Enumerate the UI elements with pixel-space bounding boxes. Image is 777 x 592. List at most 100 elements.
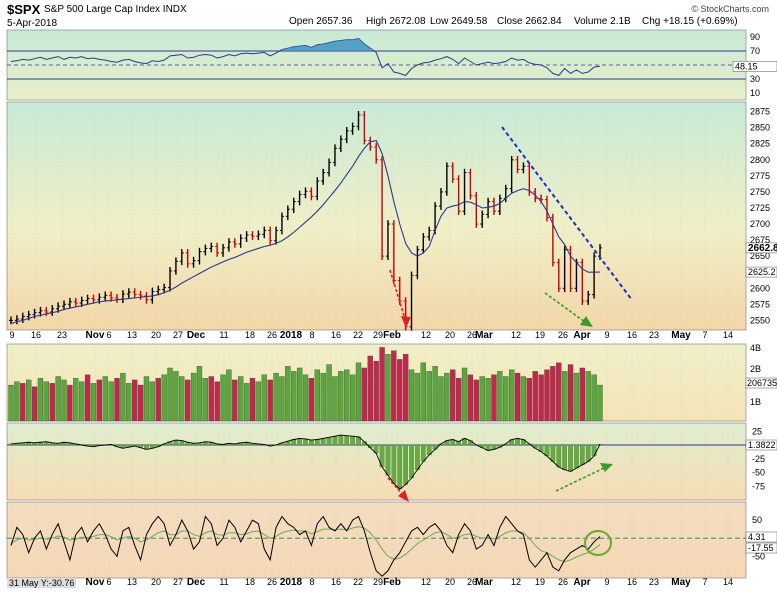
rsi-tick-label: 30: [750, 74, 760, 84]
macd-histogram-bar: [314, 439, 320, 446]
volume-bar: [344, 369, 350, 422]
x-tick-label: Apr: [573, 330, 590, 341]
green-arrow-head: [580, 316, 593, 327]
price-tick-label: 2550: [750, 315, 770, 325]
x-tick-label: Dec: [187, 577, 206, 588]
price-tick-label: 2850: [750, 123, 770, 133]
volume-bar: [291, 371, 297, 422]
x-tick-label: 9: [604, 577, 609, 587]
volume-bar: [155, 378, 161, 422]
price-tick-label: 2650: [750, 251, 770, 261]
volume-bar: [26, 379, 32, 422]
volume-bar: [361, 367, 368, 422]
volume-bar: [485, 378, 491, 422]
volume-bar: [373, 360, 379, 422]
high-value: 2672.08: [389, 16, 426, 27]
volume-bar: [349, 374, 356, 422]
x-tick-label: 16: [31, 330, 41, 340]
panels: [6, 29, 747, 579]
cci-tag-box: [745, 531, 777, 543]
volume-bar: [226, 369, 232, 422]
x-tick-label: 23: [649, 330, 659, 340]
x-tick-label: 7: [702, 577, 707, 587]
volume-bar: [143, 376, 150, 422]
volume-bar: [167, 367, 173, 422]
macd-histogram-bar: [385, 444, 391, 476]
macd-histogram-bar: [338, 434, 344, 446]
cci-tag-a: 4.31: [748, 532, 766, 542]
price-tag-box: [745, 266, 777, 278]
volume-bar: [120, 372, 126, 422]
low-value: 2649.58: [451, 16, 488, 27]
volume-bar: [255, 381, 262, 422]
volume-bar: [556, 362, 562, 422]
volume-bar: [132, 379, 138, 422]
x-tick-label: 16: [627, 330, 637, 340]
volume-bar: [355, 362, 362, 422]
volume-bar: [261, 374, 267, 422]
chg-value: +18.15 (+0.69%): [663, 16, 738, 27]
watermark: © StockCharts.com: [691, 4, 769, 14]
volume-bar: [43, 381, 49, 422]
volume-bar: [438, 376, 444, 422]
axes: 9 16 23 Nov 6 13 20 27 Dec 11 18 26 2018 8 16 22 29 Feb 12…: [9, 32, 777, 588]
cursor-readout: 31 May Y:-30.76: [7, 578, 77, 588]
volume-bar: [326, 364, 332, 422]
macd-histogram-bar: [303, 438, 308, 446]
volume-bar: [308, 378, 315, 422]
volume-bar: [526, 378, 532, 422]
volume-bar: [214, 381, 220, 422]
high-label: High: [366, 16, 387, 27]
x-tick-label: 12: [511, 330, 521, 340]
price-tick-label: 2800: [750, 155, 770, 165]
close-label: Close: [497, 16, 523, 27]
x-tick-label: 26: [558, 330, 568, 340]
volume-bar: [538, 374, 544, 422]
price-tick-label: 2700: [750, 219, 770, 229]
volume-bar: [31, 386, 38, 422]
x-tick-label: 20: [151, 577, 161, 587]
volume-bar: [90, 383, 97, 422]
highlight-circle: [584, 530, 612, 556]
x-tick-label: May: [671, 577, 691, 588]
volume-bar: [455, 378, 462, 422]
volume-bar: [573, 372, 580, 422]
macd-histogram-bar: [515, 438, 520, 446]
volume-bar: [149, 381, 156, 422]
x-tick-label: Feb: [383, 330, 401, 341]
x-tick-label: 8: [309, 330, 314, 340]
volume-bar: [67, 384, 73, 422]
volume-bar: [61, 379, 67, 422]
x-tick-label: 26: [467, 330, 477, 340]
volume-bar: [126, 383, 132, 422]
x-tick-label: 20: [445, 330, 455, 340]
x-tick-label: 18: [245, 330, 255, 340]
volume-bar: [379, 347, 385, 422]
macd-histogram-bar: [579, 444, 585, 465]
volume-bar: [391, 350, 397, 422]
volume-bar: [14, 381, 20, 422]
volume-bar: [185, 379, 191, 422]
chart-header: $SPX S&P 500 Large Cap Index INDX 5-Apr-…: [0, 0, 777, 30]
volume-bar: [402, 354, 409, 422]
macd-histogram-bar: [556, 444, 562, 468]
volume-bar: [597, 384, 603, 422]
x-tick-label: 18: [245, 577, 255, 587]
macd-histogram-bar: [297, 438, 302, 446]
x-tick-label: 20: [151, 330, 161, 340]
x-tick-label: 23: [57, 330, 67, 340]
x-tick-label: 29: [373, 330, 383, 340]
macd-histogram-bar: [332, 436, 338, 446]
x-tick-label: 19: [535, 330, 545, 340]
volume-bar: [220, 374, 226, 422]
volume-bar: [562, 371, 568, 422]
x-tick-label: 11: [219, 330, 228, 340]
cci-tick-label: 50: [752, 515, 762, 525]
volume-bar: [249, 378, 256, 422]
volume-bar: [285, 366, 291, 422]
volume-bar: [114, 378, 120, 422]
rsi-tick-label: 70: [750, 46, 760, 56]
cci-tag-box: [745, 542, 777, 554]
macd-histogram-bar: [309, 439, 314, 446]
volume-bar: [273, 372, 279, 422]
